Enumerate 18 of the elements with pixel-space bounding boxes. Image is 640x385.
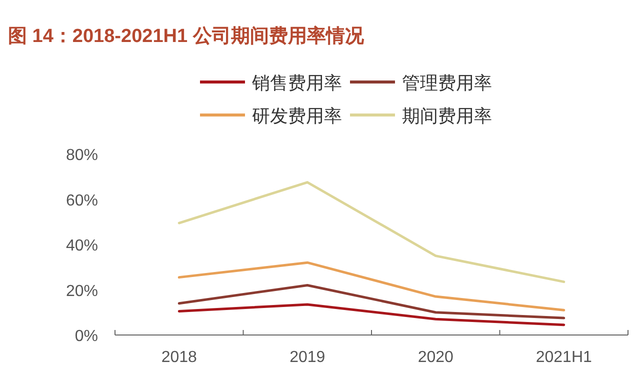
chart-title: 图 14：2018-2021H1 公司期间费用率情况 [8, 25, 365, 47]
legend-label: 研发费用率 [252, 106, 342, 126]
y-tick-label: 0% [74, 328, 98, 345]
y-tick-label: 80% [66, 147, 98, 164]
x-tick-label: 2020 [418, 349, 454, 366]
y-tick-label: 40% [66, 238, 98, 254]
line-series [178, 261, 566, 312]
x-tick-label: 2019 [290, 349, 326, 366]
legend-label: 期间费用率 [402, 106, 492, 126]
x-tick-label: 2021H1 [536, 349, 592, 366]
line-series [178, 284, 566, 320]
legend-label: 销售费用率 [251, 73, 342, 93]
line-series [178, 303, 566, 326]
x-tick-label: 2018 [161, 349, 198, 366]
y-tick-label: 20% [66, 282, 98, 300]
legend-label: 管理费用率 [402, 73, 492, 93]
line-series [178, 181, 566, 284]
y-tick-label: 60% [66, 192, 98, 210]
